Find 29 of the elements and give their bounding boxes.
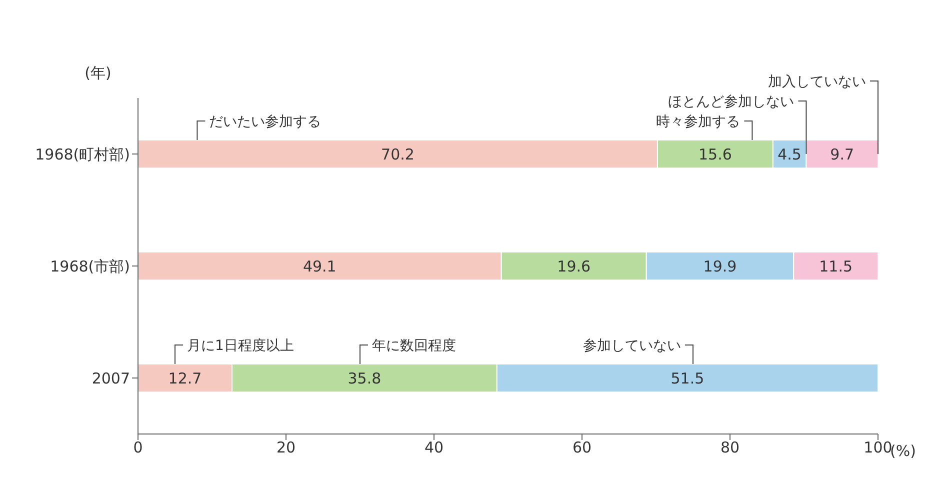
- x-tick-label: 20: [276, 438, 296, 457]
- annotation: だいたい参加する: [209, 114, 322, 130]
- data-label: 11.5: [819, 257, 853, 276]
- data-label: 35.8: [348, 369, 382, 388]
- x-tick-label: 60: [572, 438, 592, 457]
- data-label: 49.1: [302, 257, 336, 276]
- annotation: 参加していない: [583, 338, 681, 354]
- y-tick-label: 1968(町村部): [35, 145, 130, 164]
- data-label: 19.9: [703, 257, 737, 276]
- annotation: 年に数回程度: [372, 338, 456, 354]
- x-tick-label: 100: [864, 438, 892, 457]
- annotation: 月に1日程度以上: [187, 338, 294, 354]
- x-tick-label: 40: [424, 438, 444, 457]
- annotation: 加入していない: [768, 74, 866, 90]
- annotation: 時々参加する: [656, 114, 740, 130]
- y-tick-label: 1968(市部): [50, 257, 130, 276]
- data-label: 4.5: [778, 145, 802, 164]
- data-label: 15.6: [698, 145, 732, 164]
- x-tick-label: 80: [720, 438, 740, 457]
- x-tick-label: 0: [133, 438, 143, 457]
- annotation: ほとんど参加しない: [668, 94, 794, 110]
- data-label: 12.7: [168, 369, 202, 388]
- data-label: 19.6: [557, 257, 591, 276]
- data-label: 51.5: [670, 369, 704, 388]
- x-axis-title: (%): [890, 442, 916, 460]
- y-axis-title: (年): [84, 64, 112, 82]
- data-label: 9.7: [830, 145, 854, 164]
- data-label: 70.2: [381, 145, 414, 164]
- y-tick-label: 2007: [92, 369, 130, 388]
